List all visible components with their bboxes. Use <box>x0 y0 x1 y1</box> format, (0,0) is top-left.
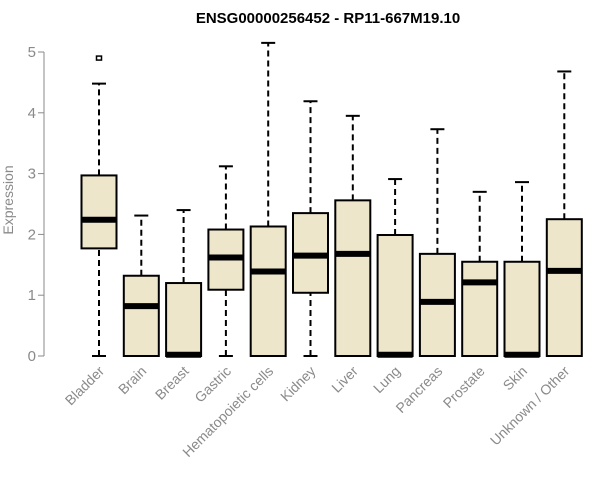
x-tick-label: Breast <box>152 363 192 403</box>
box-rect <box>165 282 203 358</box>
y-tick-label: 3 <box>28 166 36 183</box>
box-rect <box>376 234 414 357</box>
box-brain <box>122 214 160 357</box>
box-gastric <box>207 165 245 357</box>
box-liver <box>334 114 372 357</box>
box-kidney <box>292 100 329 357</box>
y-tick-label: 0 <box>28 348 36 365</box>
x-tick-label: Kidney <box>277 363 319 405</box>
box-breast <box>165 209 203 358</box>
box-hematopoietic-cells <box>249 41 287 357</box>
box-prostate <box>461 190 499 358</box>
y-tick-label: 4 <box>28 105 36 122</box>
x-tick-label: Prostate <box>440 363 488 411</box>
box-skin <box>503 181 541 358</box>
box-bladder <box>80 55 118 357</box>
y-tick-label: 1 <box>28 287 36 304</box>
x-tick-label: Liver <box>328 363 361 396</box>
box-pancreas <box>418 128 456 357</box>
box-rect <box>418 252 456 357</box>
outlier-point <box>95 55 103 61</box>
x-tick-label: Unknown / Other <box>487 363 573 449</box>
box-rect <box>249 225 287 357</box>
x-tick-label: Skin <box>500 363 531 394</box>
box-rect <box>503 260 541 358</box>
x-tick-label: Brain <box>115 363 149 397</box>
x-tick-label: Lung <box>370 363 403 396</box>
chart-title: ENSG00000256452 - RP11-667M19.10 <box>196 10 460 27</box>
box-rect <box>122 274 160 357</box>
box-rect <box>461 260 499 358</box>
y-axis: 0 1 2 3 4 5 <box>28 44 45 365</box>
box-rect <box>545 218 583 357</box>
box-rect <box>334 199 372 357</box>
y-axis-label: Expression <box>0 165 16 234</box>
box-unknown-other <box>545 70 583 357</box>
box-rect <box>80 174 118 250</box>
y-tick-label: 2 <box>28 226 36 243</box>
x-tick-label: Bladder <box>62 363 108 409</box>
box-lung <box>376 178 414 358</box>
y-tick-label: 5 <box>28 44 36 61</box>
boxes <box>80 41 583 358</box>
x-tick-label: Pancreas <box>392 363 445 416</box>
